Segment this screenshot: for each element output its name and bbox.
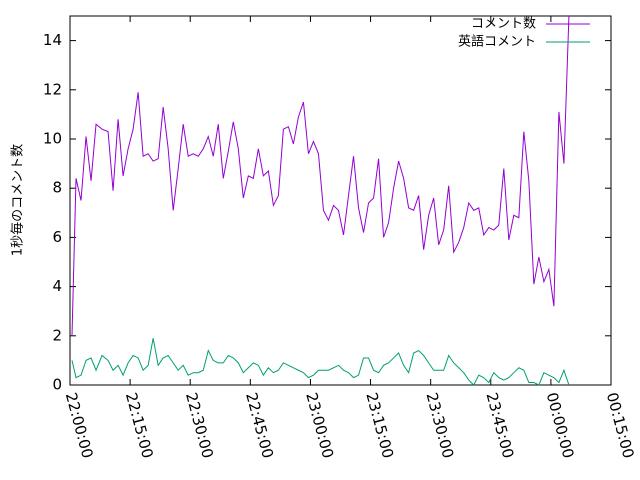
x-tick-label: 22:15:00: [122, 391, 157, 461]
series-lines: [71, 15, 570, 386]
x-tick-label: 23:00:00: [302, 391, 337, 461]
x-tick-label: 23:45:00: [483, 391, 518, 461]
legend-label-0: コメント数: [471, 17, 536, 32]
y-tick-label: 12: [43, 80, 62, 98]
y-axis: 0 2 4 6 8 10 12 14: [43, 31, 611, 394]
legend-label-1: 英語コメント: [458, 34, 536, 50]
x-tick-label: 00:00:00: [543, 391, 578, 461]
series-line-0: [71, 15, 570, 336]
x-tick-label: 22:45:00: [242, 391, 277, 461]
y-tick-label: 4: [52, 277, 62, 295]
plot-border: [69, 15, 612, 386]
x-tick-label: 23:15:00: [362, 391, 397, 461]
x-tick-label: 00:15:00: [603, 391, 638, 461]
series-line-1: [71, 338, 570, 386]
plot-frame: [69, 15, 612, 386]
x-tick-label: 22:30:00: [182, 391, 217, 461]
y-tick-label: 10: [43, 130, 62, 148]
y-tick-label: 8: [52, 179, 62, 197]
x-tick-label: 23:30:00: [422, 391, 457, 461]
y-tick-label: 0: [52, 376, 62, 394]
x-axis: 22:00:00 22:15:00 22:30:00 22:45:00 23:00:00…: [62, 16, 638, 460]
y-axis-label: 1秒毎のコメント数: [10, 144, 26, 256]
y-tick-label: 6: [52, 228, 62, 246]
y-tick-label: 14: [43, 31, 62, 49]
y-tick-label: 2: [52, 326, 62, 344]
x-tick-label: 22:00:00: [62, 391, 97, 461]
